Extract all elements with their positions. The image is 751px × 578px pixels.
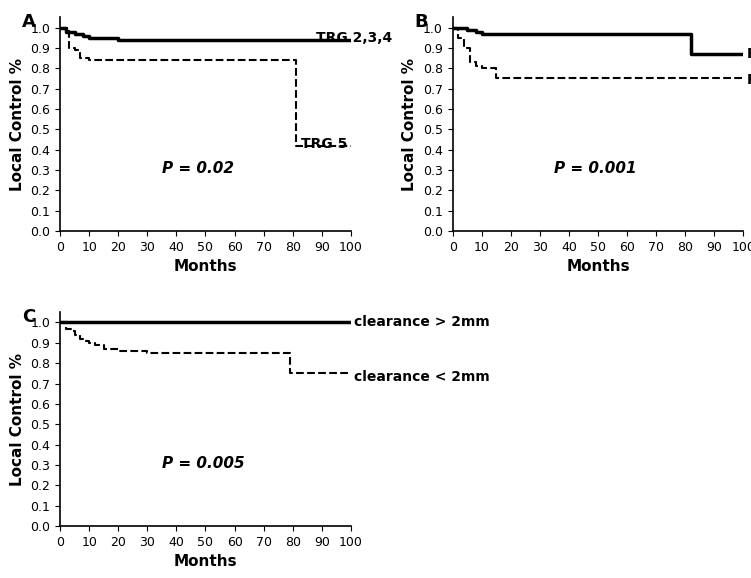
- Y-axis label: Local Control %: Local Control %: [403, 58, 418, 191]
- Text: RRM+: RRM+: [746, 47, 751, 61]
- Text: clearance > 2mm: clearance > 2mm: [354, 316, 490, 329]
- Text: A: A: [23, 13, 36, 31]
- Text: B: B: [415, 13, 429, 31]
- Text: RRM-: RRM-: [746, 73, 751, 87]
- Y-axis label: Local Control %: Local Control %: [10, 58, 25, 191]
- X-axis label: Months: Months: [173, 260, 237, 275]
- Text: TRG 2,3,4: TRG 2,3,4: [316, 31, 392, 45]
- Text: clearance < 2mm: clearance < 2mm: [354, 370, 490, 384]
- Y-axis label: Local Control %: Local Control %: [10, 353, 25, 486]
- Text: P = 0.005: P = 0.005: [162, 456, 245, 471]
- Text: TRG 5: TRG 5: [301, 136, 348, 150]
- Text: P = 0.02: P = 0.02: [162, 161, 234, 176]
- Text: C: C: [23, 308, 35, 326]
- X-axis label: Months: Months: [566, 260, 630, 275]
- X-axis label: Months: Months: [173, 554, 237, 569]
- Text: P = 0.001: P = 0.001: [554, 161, 637, 176]
